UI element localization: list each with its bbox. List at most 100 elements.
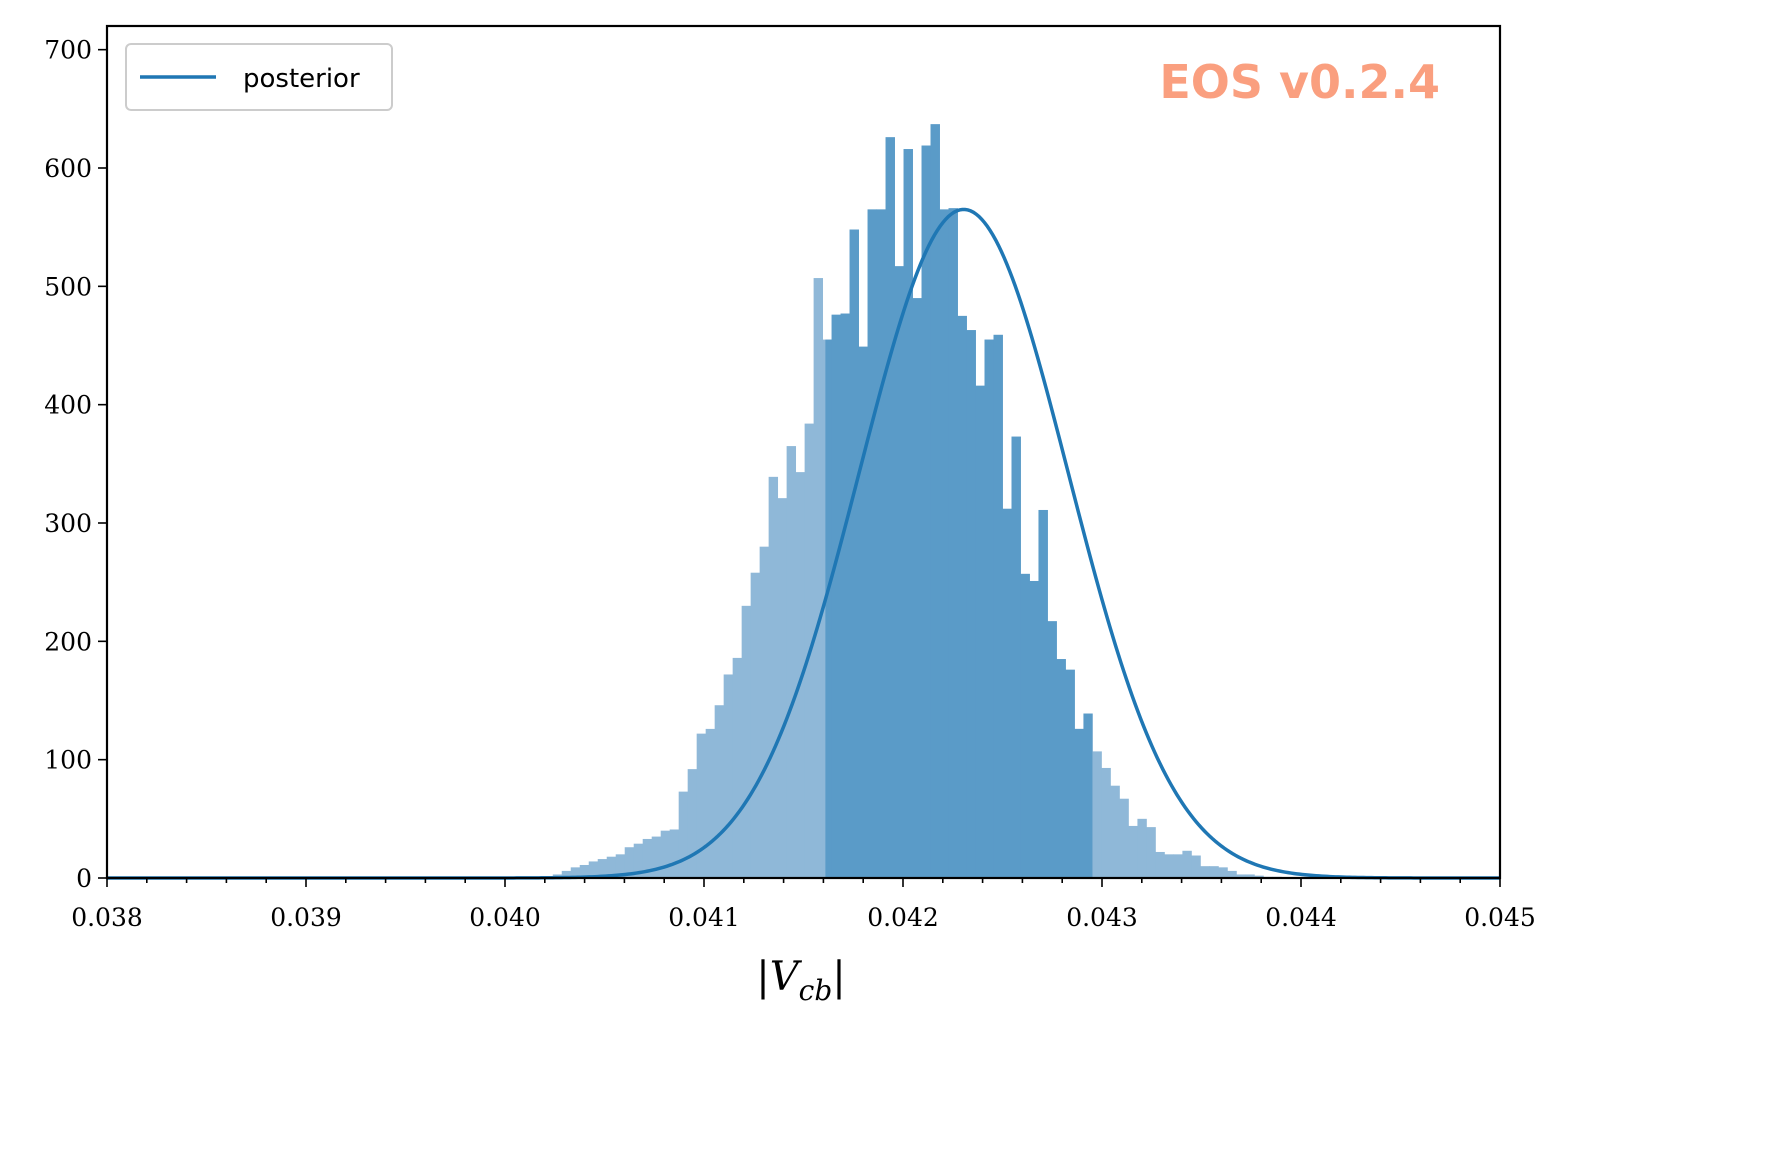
histogram-bar — [1236, 874, 1246, 878]
histogram-bar — [1218, 867, 1228, 878]
histogram-bar — [561, 870, 572, 878]
histogram-bar — [705, 728, 716, 878]
histogram-bar — [795, 472, 806, 878]
credible-band-bar — [939, 209, 949, 878]
credible-band-bar — [966, 330, 976, 878]
histogram-bar — [732, 657, 743, 878]
histogram-bar — [1119, 798, 1129, 878]
legend-box — [125, 43, 393, 111]
x-tick-label: 0.045 — [1464, 903, 1536, 932]
y-axis-ticks: 0 100 200 300 400 500 600 700 — [44, 36, 107, 893]
credible-band-bar — [930, 124, 940, 878]
x-tick-label: 0.043 — [1066, 903, 1138, 932]
credible-band-bar — [1020, 573, 1030, 878]
credible-band-bar — [975, 385, 985, 878]
histogram-bar — [1200, 866, 1210, 878]
histogram-bar — [723, 674, 734, 878]
credible-band-bar — [993, 334, 1003, 879]
y-tick-label: 100 — [44, 746, 92, 775]
histogram-bar — [1209, 866, 1219, 878]
histogram-bar — [1254, 875, 1264, 878]
y-tick-label: 200 — [44, 627, 92, 656]
histogram-bar — [606, 856, 617, 878]
credible-band-bar — [948, 208, 958, 878]
y-tick-label: 500 — [44, 272, 92, 301]
histogram-bar — [570, 867, 581, 878]
histogram-bar — [759, 546, 770, 878]
chart: 0.038 0.039 0.040 0.041 0.042 0.043 0.044 0.045… — [44, 24, 1536, 1007]
histogram-bar — [687, 769, 698, 878]
credible-band-bar — [825, 339, 832, 878]
histogram-bar — [1092, 751, 1102, 878]
histogram-bar — [1245, 874, 1255, 878]
y-tick-label: 700 — [44, 36, 92, 65]
x-axis-label-close: | — [832, 954, 845, 1000]
credible-band-bar — [921, 145, 931, 878]
histogram-bar — [1110, 785, 1120, 878]
histogram-bar — [1164, 854, 1174, 878]
histogram-bar — [633, 843, 644, 878]
credible-band-bar — [1011, 436, 1021, 878]
credible-band-layer — [825, 124, 1093, 879]
credible-band-bar — [1074, 728, 1084, 878]
histogram-bar — [1182, 850, 1192, 878]
histogram-bar — [642, 838, 653, 878]
histogram-bar — [1128, 825, 1138, 878]
x-tick-label: 0.040 — [469, 903, 541, 932]
x-axis-ticks: 0.038 0.039 0.040 0.041 0.042 0.043 0.044 0.045 — [71, 878, 1536, 932]
x-axis-label-subscript: cb — [799, 974, 833, 1007]
credible-band-bar — [867, 209, 877, 878]
credible-band-bar — [1056, 659, 1066, 878]
y-tick-label: 400 — [44, 391, 92, 420]
legend: posterior — [125, 43, 393, 111]
credible-band-bar — [840, 313, 850, 878]
histogram-bar — [1137, 818, 1147, 878]
histogram-bar — [669, 829, 680, 878]
histogram-bar — [786, 446, 797, 878]
credible-band-bar — [1047, 621, 1057, 878]
x-tick-label: 0.039 — [270, 903, 342, 932]
histogram-bar — [1146, 827, 1156, 878]
credible-band-bar — [1083, 713, 1093, 878]
histogram-bar — [714, 705, 725, 878]
y-tick-label: 300 — [44, 509, 92, 538]
credible-band-bar — [885, 137, 895, 878]
credible-band-bar — [876, 209, 886, 878]
eos-watermark: EOS v0.2.4 — [1159, 55, 1440, 109]
histogram-bar — [579, 864, 590, 878]
credible-band-bar — [957, 315, 967, 879]
histogram-bar — [651, 836, 662, 878]
credible-band-bar — [1002, 508, 1012, 878]
credible-band-bar — [903, 149, 913, 879]
histogram-bar — [660, 830, 671, 878]
x-tick-label: 0.041 — [668, 903, 740, 932]
histogram-bar — [777, 498, 788, 878]
credible-band-bar — [894, 266, 904, 878]
histogram-bar — [1227, 870, 1237, 878]
credible-band-bar — [912, 298, 922, 879]
histogram-bar — [750, 572, 761, 878]
x-tick-label: 0.038 — [71, 903, 143, 932]
credible-band-bar — [1065, 669, 1075, 878]
credible-band-bar — [858, 346, 868, 878]
x-tick-label: 0.042 — [867, 903, 939, 932]
credible-band-bar — [831, 314, 841, 878]
histogram-bar — [813, 278, 824, 878]
histogram-bar — [1101, 767, 1111, 878]
credible-band-bar — [849, 229, 859, 879]
histogram-bar — [1191, 855, 1201, 878]
histogram-bar — [588, 861, 599, 878]
legend-label: posterior — [243, 64, 360, 94]
credible-band-bar — [1029, 580, 1039, 878]
x-tick-label: 0.044 — [1265, 903, 1337, 932]
histogram-bar — [597, 859, 608, 878]
histogram-bar — [624, 847, 635, 878]
x-axis-label-main: |V — [756, 954, 802, 1000]
chart-svg: 0.038 0.039 0.040 0.041 0.042 0.043 0.044 0.045… — [44, 24, 1536, 1007]
histogram-bar — [696, 733, 707, 878]
y-tick-label: 600 — [44, 154, 92, 183]
histogram-bar — [678, 791, 689, 878]
histogram-bar — [615, 854, 626, 878]
plot-frame — [105, 24, 1502, 880]
histogram-bar — [1173, 854, 1183, 878]
